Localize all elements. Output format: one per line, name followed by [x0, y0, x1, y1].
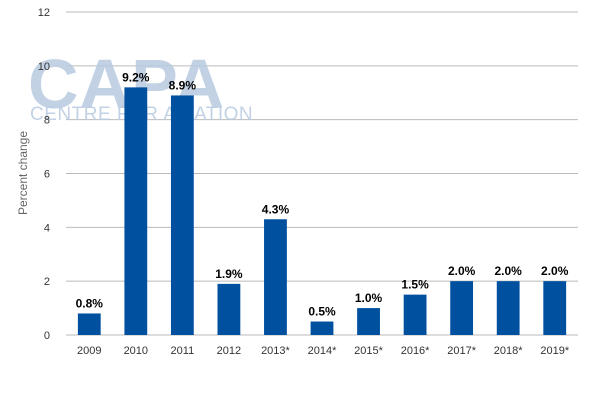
- data-label: 8.9%: [169, 78, 197, 92]
- x-tick-label: 2017*: [447, 345, 476, 357]
- bar: [264, 219, 287, 335]
- bar: [124, 87, 148, 335]
- bar: [450, 281, 474, 335]
- y-tick-label: 10: [38, 61, 50, 73]
- x-tick-label: 2010: [124, 345, 148, 357]
- y-tick-label: 0: [44, 330, 50, 342]
- bar: [310, 321, 334, 335]
- y-axis-label: Percent change: [16, 131, 30, 215]
- data-label: 1.0%: [355, 291, 383, 305]
- bar: [217, 283, 241, 335]
- data-label: 1.5%: [401, 278, 429, 292]
- bar: [543, 281, 567, 335]
- y-tick-label: 8: [44, 115, 50, 127]
- data-labels: 0.8% 9.2% 8.9% 1.9% 4.3% 0.5% 1.0% 1.5% 2.0% 2.0%…: [76, 70, 569, 318]
- bar: [357, 308, 380, 335]
- gridlines: [66, 11, 578, 336]
- y-tick-label: 2: [44, 276, 50, 288]
- data-label: 9.2%: [122, 70, 150, 84]
- x-axis-ticks: 2009 2010 2011 2012 2013* 2014* 2015* 2016* 2017…: [77, 345, 570, 357]
- data-label: 2.0%: [541, 264, 569, 278]
- x-tick-label: 2013*: [261, 345, 290, 357]
- bar: [170, 95, 194, 335]
- bar: [403, 294, 427, 335]
- x-tick-label: 2015*: [354, 345, 383, 357]
- data-label: 4.3%: [262, 202, 290, 216]
- data-label: 2.0%: [495, 264, 523, 278]
- bar: [77, 313, 101, 335]
- data-label: 0.5%: [308, 305, 336, 319]
- y-tick-label: 4: [44, 222, 50, 234]
- x-tick-label: 2012: [217, 345, 241, 357]
- x-tick-label: 2009: [77, 345, 101, 357]
- data-label: 0.8%: [76, 296, 104, 310]
- data-label: 2.0%: [448, 264, 476, 278]
- bars: [77, 87, 567, 335]
- y-tick-label: 12: [38, 7, 50, 19]
- y-tick-label: 6: [44, 169, 50, 181]
- x-tick-label: 2016*: [401, 345, 430, 357]
- data-label: 1.9%: [215, 267, 243, 281]
- x-tick-label: 2014*: [308, 345, 337, 357]
- x-tick-label: 2018*: [494, 345, 523, 357]
- bar: [496, 281, 520, 335]
- y-axis-ticks: 0 2 4 6 8 10 12: [38, 7, 50, 342]
- x-tick-label: 2011: [171, 345, 195, 357]
- x-tick-label: 2019*: [540, 345, 569, 357]
